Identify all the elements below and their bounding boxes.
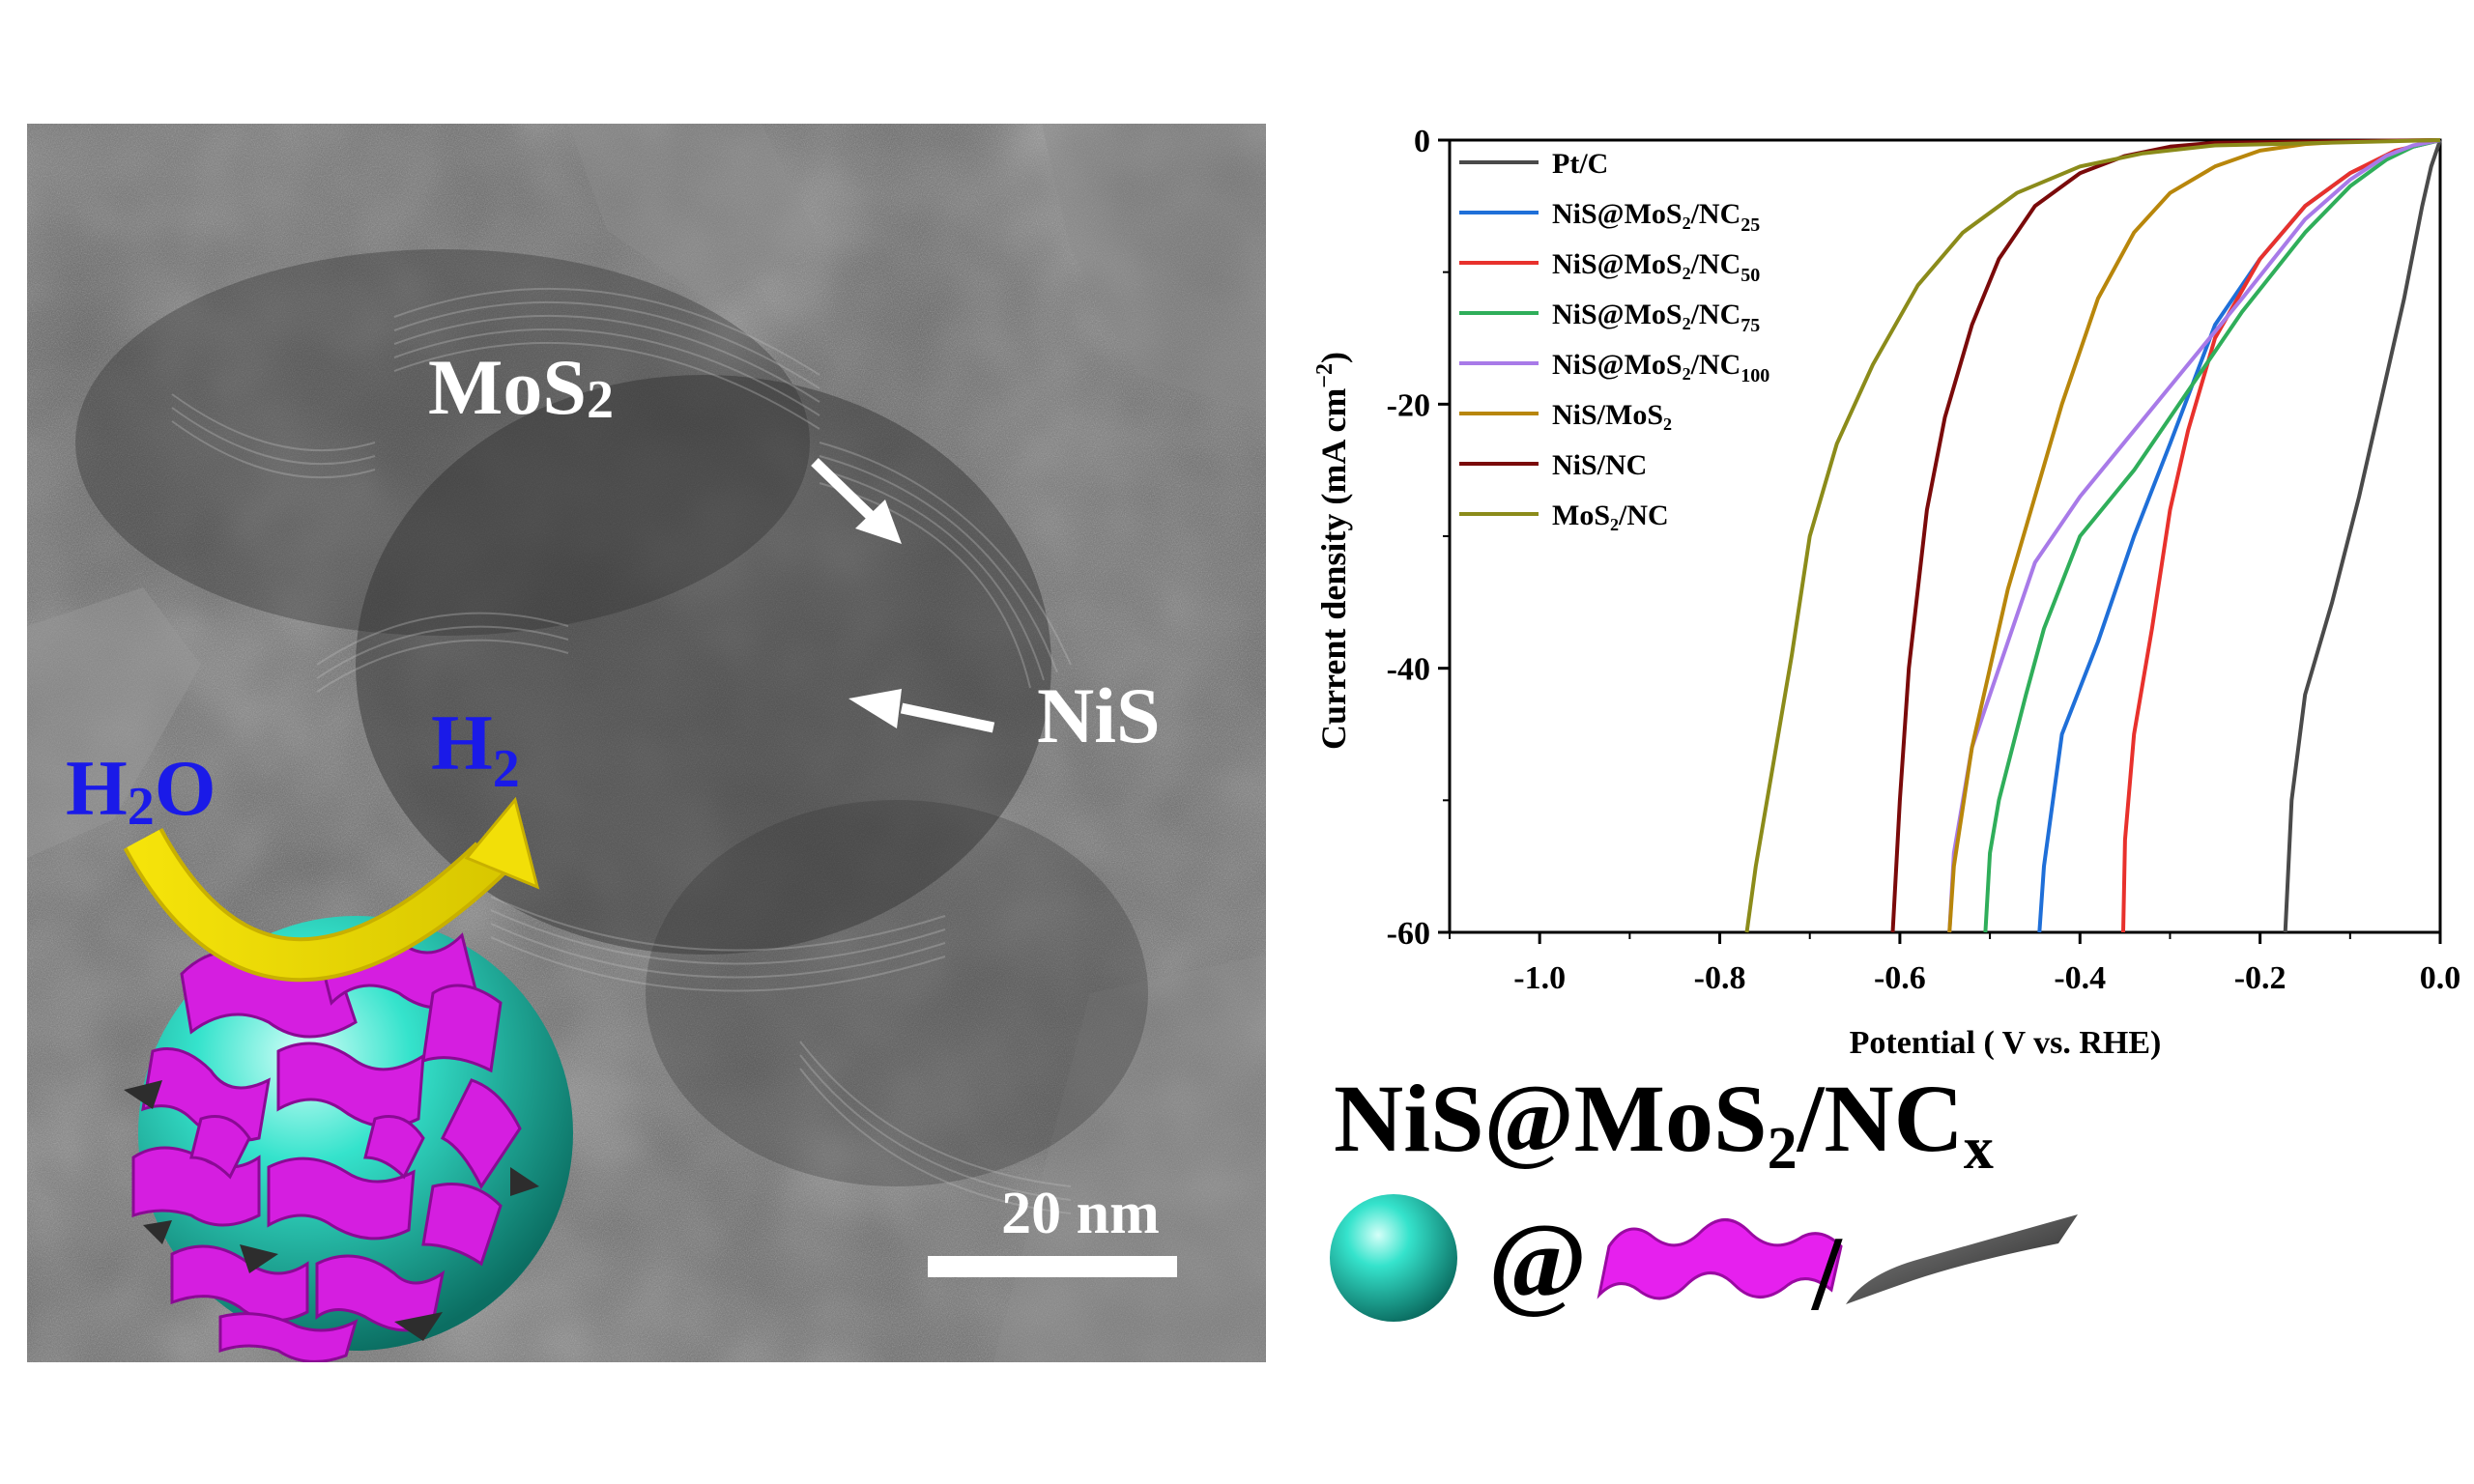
series-line-0 bbox=[2283, 139, 2442, 933]
x-tick-label: 0.0 bbox=[2420, 960, 2461, 996]
catalyst-formula-title: NiS@MoS2/NCx bbox=[1334, 1063, 2397, 1182]
series-line-7 bbox=[1744, 138, 2441, 933]
x-tick-label: -1.0 bbox=[1513, 960, 1566, 996]
legend-label-4: NiS@MoS₂/NC100 bbox=[1552, 349, 1769, 386]
x-tick-label: -0.6 bbox=[1874, 960, 1926, 996]
legend-label-0: Pt/C bbox=[1552, 148, 1608, 180]
nc-sheet-icon bbox=[1846, 1214, 2078, 1304]
x-tick-label: -0.4 bbox=[2054, 960, 2106, 996]
reaction-arrow-head bbox=[464, 796, 540, 890]
series-line-3 bbox=[1983, 138, 2441, 933]
nis-label: NiS bbox=[1037, 671, 1161, 759]
chart-ticks: -1.0 -0.8 -0.6 -0.4 -0.2 0.0 0 -20 -40 -60 bbox=[1387, 124, 2461, 996]
component-legend-row: @ / bbox=[1330, 1194, 2078, 1332]
title-mid: /NC bbox=[1797, 1065, 1964, 1172]
nis-arrow bbox=[849, 689, 995, 733]
x-tick-label: -0.8 bbox=[1694, 960, 1746, 996]
legend-label-2: NiS@MoS₂/NC50 bbox=[1552, 248, 1760, 286]
series-line-6 bbox=[1890, 138, 2441, 933]
chart-legend: Pt/C NiS@MoS₂/NC25 NiS@MoS₂/NC50 NiS@MoS₂/N… bbox=[1459, 148, 1769, 531]
scale-bar bbox=[928, 1256, 1177, 1277]
scale-bar-label: 20 nm bbox=[1001, 1181, 1160, 1246]
h2-label: H2 bbox=[431, 699, 520, 799]
mos2-arrow bbox=[811, 458, 902, 544]
reaction-arrow bbox=[127, 829, 504, 979]
y-tick-label: 0 bbox=[1414, 124, 1430, 159]
at-symbol: @ bbox=[1488, 1202, 1587, 1320]
legend-label-7: MoS₂/NC bbox=[1552, 499, 1669, 531]
y-tick-label: -40 bbox=[1387, 652, 1430, 688]
lattice-fringes bbox=[171, 287, 1072, 1214]
mos2-sheet-icon bbox=[1597, 1218, 1843, 1300]
series-line-5 bbox=[1947, 138, 2441, 933]
x-tick-label: -0.2 bbox=[2234, 960, 2287, 996]
title-main: NiS@MoS bbox=[1334, 1065, 1768, 1172]
x-axis-label: Potential ( V vs. RHE) bbox=[1850, 1025, 2162, 1061]
chart-series bbox=[1744, 138, 2442, 933]
legend-label-1: NiS@MoS₂/NC25 bbox=[1552, 198, 1760, 236]
legend-label-6: NiS/NC bbox=[1552, 449, 1647, 481]
tem-micrograph: MoS2 NiS H2O H2 bbox=[27, 124, 1266, 1362]
slash-symbol: / bbox=[1810, 1214, 1843, 1332]
y-tick-label: -60 bbox=[1387, 916, 1430, 952]
mos2-label: MoS2 bbox=[428, 343, 614, 431]
series-line-1 bbox=[2037, 138, 2441, 933]
series-line-2 bbox=[2121, 138, 2441, 933]
legend-label-5: NiS/MoS₂ bbox=[1552, 399, 1672, 431]
y-axis-label: Current density (mA cm−2) bbox=[1312, 352, 1353, 750]
nis-sphere-icon bbox=[1330, 1194, 1457, 1322]
y-tick-label: -20 bbox=[1387, 387, 1430, 423]
h2o-label: H2O bbox=[66, 744, 216, 837]
legend-label-3: NiS@MoS₂/NC75 bbox=[1552, 299, 1760, 336]
title-sub-x: x bbox=[1963, 1116, 1994, 1182]
tem-image-svg: MoS2 NiS H2O H2 bbox=[27, 124, 1266, 1362]
catalyst-particle-illustration bbox=[124, 916, 573, 1362]
title-sub-2: 2 bbox=[1767, 1116, 1798, 1182]
